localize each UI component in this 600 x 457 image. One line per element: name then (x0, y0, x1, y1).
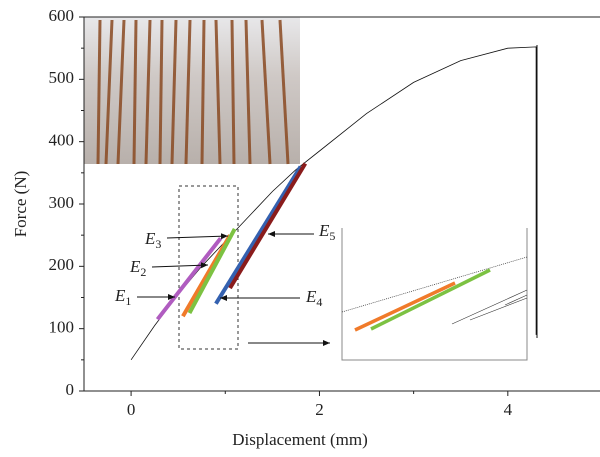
zoom-inset (341, 45, 538, 361)
annotation-subscript: 2 (140, 265, 146, 279)
annotation-letter: E (305, 287, 317, 306)
annotation: E2 (129, 257, 146, 279)
x-tick-label: 4 (504, 400, 513, 419)
zoom-region (178, 185, 239, 350)
x-tick-label: 0 (127, 400, 136, 419)
loop-segment (155, 237, 223, 321)
loop-segment (187, 227, 237, 315)
y-tick-label: 300 (49, 193, 75, 212)
y-tick-label: 100 (49, 318, 75, 337)
annotation-arrow (166, 233, 229, 240)
x-tick-label: 2 (315, 400, 324, 419)
annotation-subscript: 4 (316, 295, 322, 309)
y-tick-label: 600 (49, 6, 75, 25)
y-tick-label: 500 (49, 68, 75, 87)
x-axis-label: Displacement (mm) (232, 430, 368, 449)
annotation-letter: E (318, 221, 330, 240)
annotation-letter: E (144, 229, 156, 248)
annotation: E5 (318, 221, 335, 243)
annotation: E1 (114, 286, 131, 308)
annotation: E3 (144, 229, 161, 251)
loop-segment (228, 162, 308, 290)
y-tick-label: 400 (49, 131, 75, 150)
loop-segment (214, 165, 303, 305)
y-tick-label: 200 (49, 255, 75, 274)
y-axis-label: Force (N) (11, 171, 30, 238)
y-tick-label: 0 (66, 380, 75, 399)
annotation-letter: E (114, 286, 126, 305)
annotation-subscript: 1 (125, 294, 131, 308)
annotation-subscript: 3 (155, 237, 161, 251)
photo-inset (84, 17, 300, 165)
annotation-letter: E (129, 257, 141, 276)
annotation-arrow (151, 262, 209, 269)
annotation: E4 (305, 287, 322, 309)
annotation-subscript: 5 (329, 229, 335, 243)
